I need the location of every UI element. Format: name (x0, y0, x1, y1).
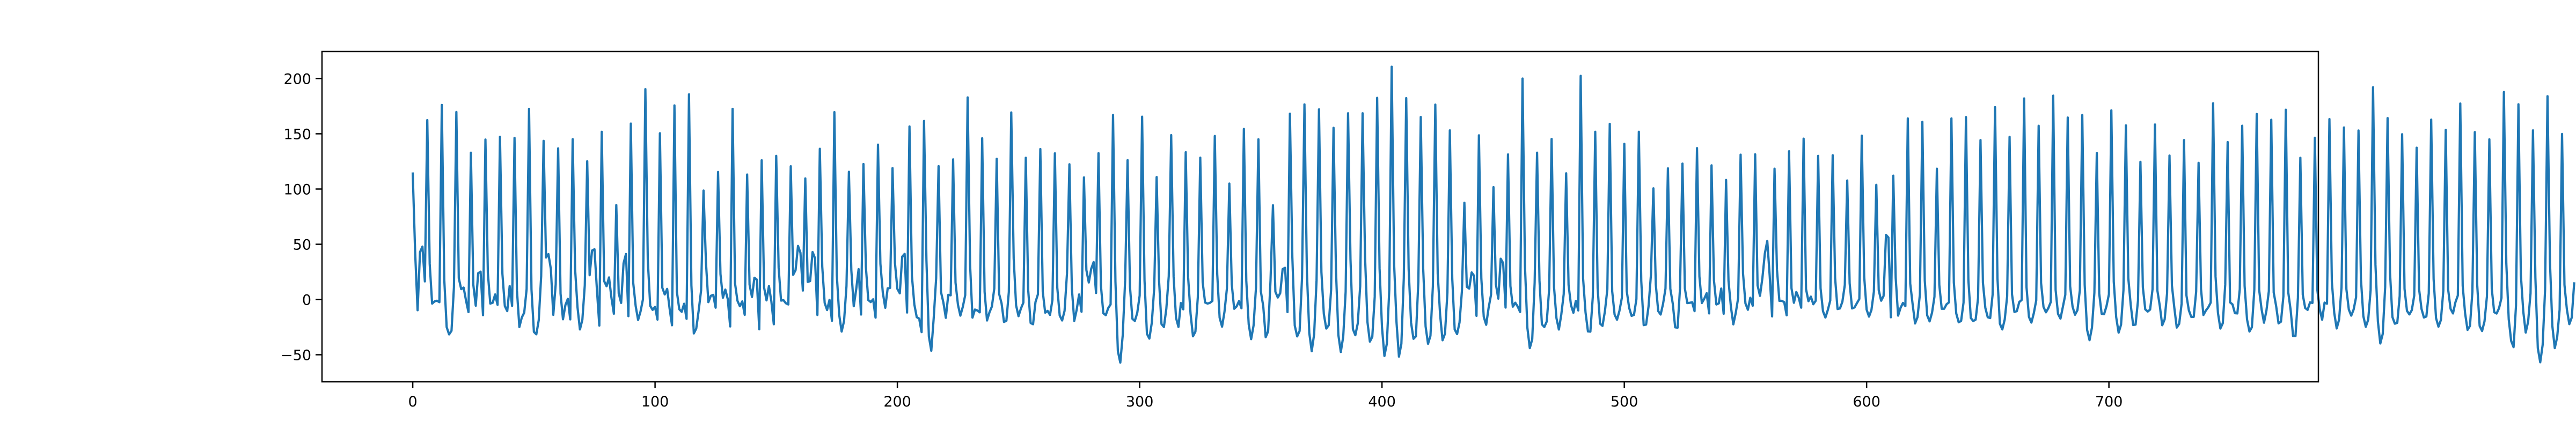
x-tick-label: 100 (641, 394, 669, 410)
y-tick-label: 50 (293, 237, 311, 254)
plot-frame (321, 50, 2319, 383)
y-tick-label: 150 (283, 126, 311, 143)
y-tick-label: −50 (281, 347, 311, 364)
x-tick-label: 700 (2095, 394, 2123, 410)
y-tick-label: 0 (302, 292, 311, 309)
x-tick-label: 600 (1853, 394, 1880, 410)
x-tick-label: 300 (1126, 394, 1154, 410)
x-tick-label: 500 (1611, 394, 1638, 410)
x-tick-label: 200 (883, 394, 911, 410)
y-axis: −50 0 50 100 150 200 (281, 71, 322, 364)
y-tick-label: 100 (283, 181, 311, 198)
series-line-0 (411, 65, 2575, 364)
x-tick-label: 400 (1368, 394, 1396, 410)
series-layer (411, 65, 2575, 364)
y-tick-label: 200 (283, 71, 311, 87)
x-axis: 0 100 200 300 400 500 600 700 (408, 382, 2123, 410)
x-tick-label: 0 (408, 394, 417, 410)
